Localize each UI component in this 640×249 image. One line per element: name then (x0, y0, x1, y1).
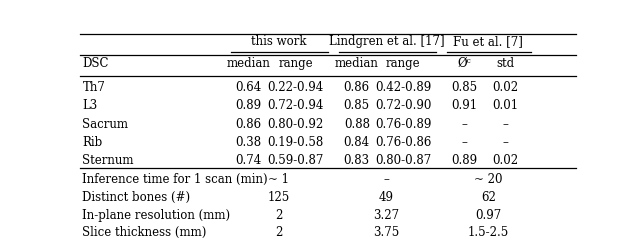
Text: –: – (502, 136, 508, 149)
Text: 0.86: 0.86 (344, 81, 370, 94)
Text: 0.86: 0.86 (236, 118, 262, 131)
Text: 49: 49 (379, 191, 394, 204)
Text: Distinct bones (#): Distinct bones (#) (83, 191, 191, 204)
Text: this work: this work (251, 35, 306, 48)
Text: DSC: DSC (83, 57, 109, 70)
Text: 0.74: 0.74 (236, 154, 262, 167)
Text: 0.59-0.87: 0.59-0.87 (268, 154, 324, 167)
Text: 0.38: 0.38 (236, 136, 262, 149)
Text: 0.89: 0.89 (451, 154, 477, 167)
Text: 125: 125 (268, 191, 289, 204)
Text: median: median (227, 57, 271, 70)
Text: 0.72-0.94: 0.72-0.94 (268, 100, 324, 113)
Text: In-plane resolution (mm): In-plane resolution (mm) (83, 209, 230, 222)
Text: median: median (335, 57, 379, 70)
Text: 0.02: 0.02 (492, 154, 518, 167)
Text: 2: 2 (275, 209, 282, 222)
Text: 0.01: 0.01 (492, 100, 518, 113)
Text: range: range (278, 57, 313, 70)
Text: 0.19-0.58: 0.19-0.58 (268, 136, 324, 149)
Text: 62: 62 (481, 191, 495, 204)
Text: ~ 1: ~ 1 (268, 173, 289, 186)
Text: 0.84: 0.84 (344, 136, 370, 149)
Text: Lindgren et al. [17]: Lindgren et al. [17] (329, 35, 444, 48)
Text: L3: L3 (83, 100, 98, 113)
Text: Rib: Rib (83, 136, 103, 149)
Text: Slice thickness (mm): Slice thickness (mm) (83, 226, 207, 239)
Text: std: std (496, 57, 514, 70)
Text: range: range (386, 57, 420, 70)
Text: 0.83: 0.83 (344, 154, 370, 167)
Text: 0.22-0.94: 0.22-0.94 (268, 81, 324, 94)
Text: 0.02: 0.02 (492, 81, 518, 94)
Text: –: – (461, 136, 467, 149)
Text: 0.64: 0.64 (236, 81, 262, 94)
Text: Inference time for 1 scan (min): Inference time for 1 scan (min) (83, 173, 268, 186)
Text: 0.91: 0.91 (451, 100, 477, 113)
Text: 0.76-0.86: 0.76-0.86 (375, 136, 431, 149)
Text: 3.75: 3.75 (373, 226, 399, 239)
Text: 2: 2 (275, 226, 282, 239)
Text: Sternum: Sternum (83, 154, 134, 167)
Text: 0.80-0.87: 0.80-0.87 (375, 154, 431, 167)
Text: –: – (502, 118, 508, 131)
Text: 3.27: 3.27 (374, 209, 399, 222)
Text: 0.85: 0.85 (344, 100, 370, 113)
Text: 0.80-0.92: 0.80-0.92 (268, 118, 324, 131)
Text: 0.88: 0.88 (344, 118, 370, 131)
Text: –: – (461, 118, 467, 131)
Text: Øᶜ: Øᶜ (458, 57, 471, 70)
Text: 0.72-0.90: 0.72-0.90 (375, 100, 431, 113)
Text: Sacrum: Sacrum (83, 118, 129, 131)
Text: 0.97: 0.97 (475, 209, 501, 222)
Text: 0.85: 0.85 (451, 81, 477, 94)
Text: 0.89: 0.89 (236, 100, 262, 113)
Text: –: – (383, 173, 390, 186)
Text: 0.42-0.89: 0.42-0.89 (375, 81, 431, 94)
Text: ~ 20: ~ 20 (474, 173, 502, 186)
Text: 1.5-2.5: 1.5-2.5 (468, 226, 509, 239)
Text: 0.76-0.89: 0.76-0.89 (375, 118, 431, 131)
Text: Fu et al. [7]: Fu et al. [7] (453, 35, 523, 48)
Text: Th7: Th7 (83, 81, 106, 94)
